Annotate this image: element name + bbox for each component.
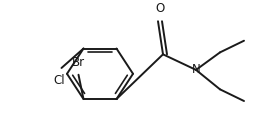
Text: O: O	[155, 2, 165, 15]
Text: N: N	[192, 63, 200, 76]
Text: Br: Br	[72, 56, 85, 69]
Text: Cl: Cl	[54, 74, 65, 87]
